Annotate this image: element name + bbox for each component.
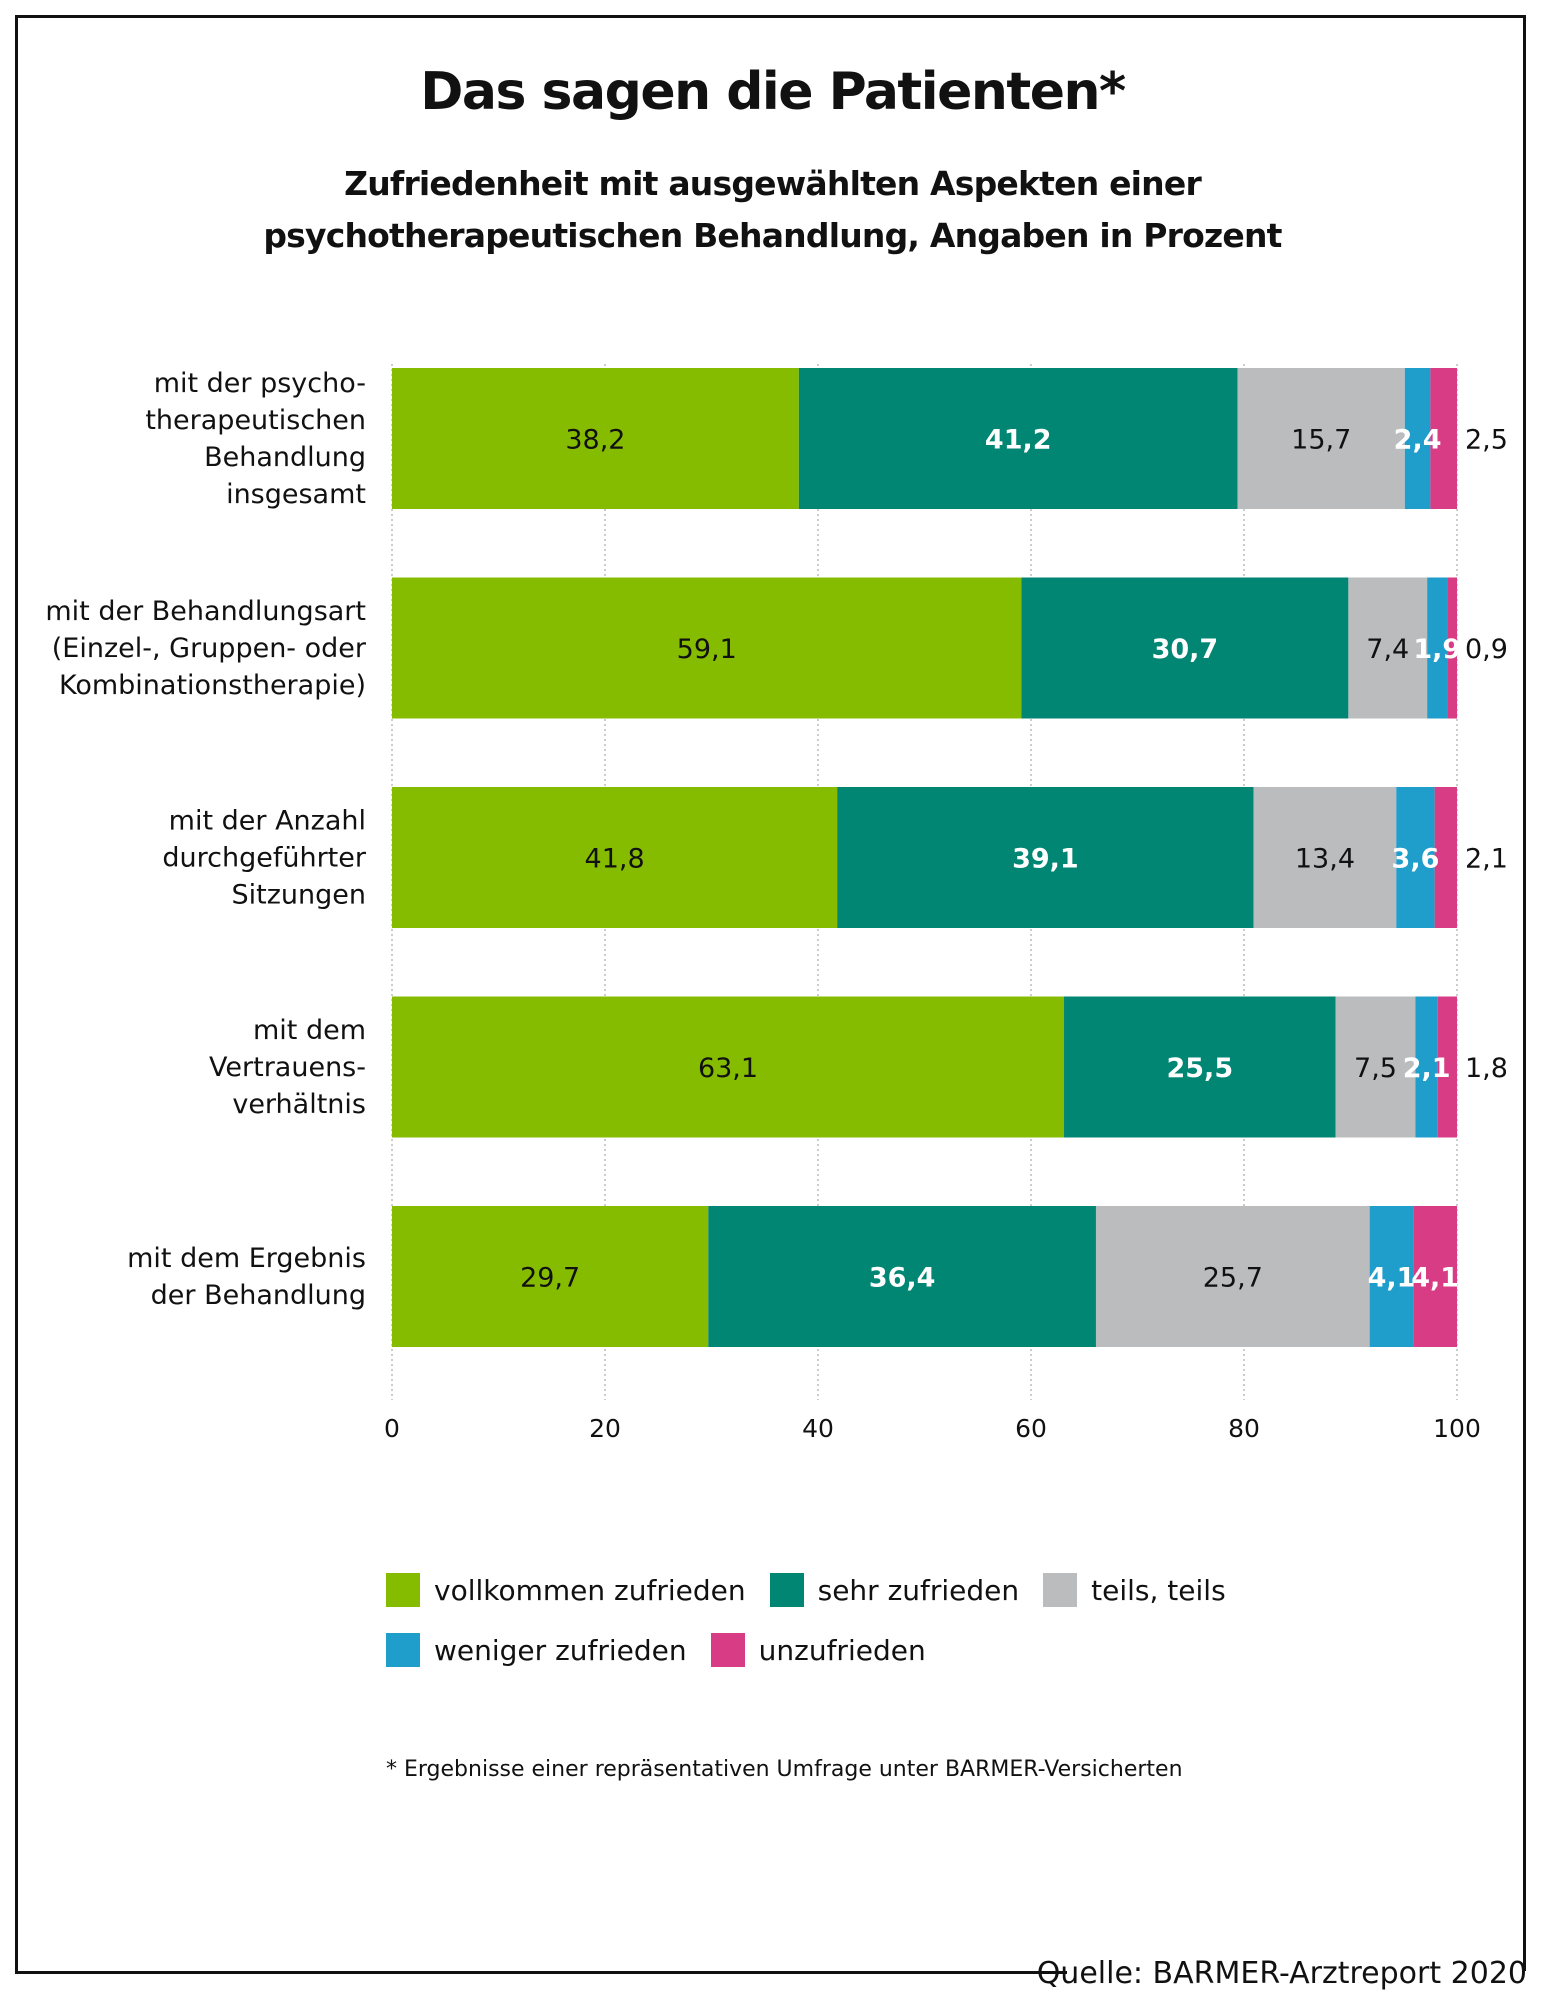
data-label: 4,1	[1368, 1263, 1416, 1294]
legend-item-teils-teils: teils, teils	[1043, 1573, 1226, 1607]
data-label: 13,4	[1295, 844, 1355, 875]
category-label: mit dem Vertrauens-verhältnis	[209, 1015, 366, 1120]
bar-segment	[1064, 996, 1336, 1138]
bar-segment	[1348, 577, 1428, 719]
data-label: 2,5	[1465, 425, 1508, 456]
data-label: 4,1	[1411, 1263, 1459, 1294]
data-label: 2,1	[1403, 1053, 1451, 1084]
bar-segment	[1437, 996, 1457, 1138]
data-label: 7,5	[1354, 1053, 1397, 1084]
data-label: 63,1	[698, 1053, 758, 1084]
data-label: 25,7	[1203, 1263, 1263, 1294]
legend-swatch	[386, 1573, 420, 1607]
data-label: 2,4	[1394, 425, 1442, 456]
data-label: 36,4	[869, 1263, 936, 1294]
bar-segment	[392, 368, 799, 509]
data-label: 25,5	[1166, 1053, 1233, 1084]
data-label: 7,4	[1366, 634, 1409, 665]
x-tick-label: 40	[802, 1414, 834, 1443]
legend-swatch	[386, 1633, 420, 1667]
bar-segment	[1415, 996, 1438, 1138]
data-label: 30,7	[1152, 634, 1219, 665]
category-label: mit der Behandlungsart (Einzel-, Gruppen-…	[45, 596, 367, 701]
data-label: 0,9	[1465, 634, 1508, 665]
bar-segment	[1095, 1206, 1370, 1347]
data-label: 1,9	[1413, 634, 1461, 665]
bar-segment	[1447, 577, 1457, 719]
stacked-bar-chart: mit der psycho-therapeutischen Behandlung…	[45, 364, 1508, 1443]
legend-label: teils, teils	[1091, 1573, 1226, 1607]
legend-swatch	[1043, 1573, 1078, 1607]
legend-label: vollkommen zufrieden	[434, 1573, 746, 1607]
bar-segment	[392, 787, 838, 928]
bar-segment	[392, 577, 1022, 719]
data-label: 38,2	[565, 425, 625, 456]
category-label: mit dem Ergebnis der Behandlung	[127, 1243, 366, 1311]
legend-label: weniger zufrieden	[434, 1633, 687, 1667]
bar-segment	[1237, 368, 1405, 509]
bottom-rule	[15, 1971, 1067, 1974]
legend-item-weniger-zufrieden: weniger zufrieden	[386, 1633, 687, 1667]
bar-segment	[1430, 368, 1457, 509]
bar-segment	[1021, 577, 1349, 719]
legend-item-vollkommen-zufrieden: vollkommen zufrieden	[386, 1573, 746, 1607]
bar-segment	[837, 787, 1254, 928]
bar-segment	[1413, 1206, 1457, 1347]
x-tick-label: 100	[1433, 1414, 1481, 1443]
chart-title: Das sagen die Patienten*	[420, 62, 1126, 122]
legend: vollkommen zufrieden sehr zufrieden teil…	[386, 1560, 1286, 1680]
x-tick-label: 20	[589, 1414, 621, 1443]
bar-segment	[1427, 577, 1448, 719]
bar-segment	[1434, 787, 1457, 928]
x-tick-label: 80	[1228, 1414, 1260, 1443]
data-label: 39,1	[1012, 844, 1079, 875]
legend-swatch	[769, 1573, 804, 1607]
footnote: * Ergebnisse einer repräsentativen Umfra…	[386, 1757, 1183, 1782]
bar-segment	[1253, 787, 1397, 928]
legend-swatch	[710, 1633, 745, 1667]
x-tick-label: 0	[384, 1414, 400, 1443]
data-label: 59,1	[677, 634, 737, 665]
data-label: 3,6	[1392, 844, 1440, 875]
category-label: mit der psycho-therapeutischen Behandlung…	[145, 368, 366, 510]
chart-frame	[15, 15, 1526, 1971]
legend-label: sehr zufrieden	[817, 1573, 1020, 1607]
bar-segment	[798, 368, 1238, 509]
data-label: 15,7	[1291, 425, 1351, 456]
legend-label: unzufrieden	[758, 1633, 926, 1667]
legend-item-unzufrieden: unzufrieden	[710, 1633, 926, 1667]
subtitle-line-2: psychotherapeutischen Behandlung, Angabe…	[263, 216, 1282, 255]
source-note: Quelle: BARMER-Arztreport 2020	[1036, 1956, 1527, 1991]
x-tick-label: 60	[1015, 1414, 1047, 1443]
bar-segment	[1335, 996, 1416, 1138]
bar-segment	[708, 1206, 1096, 1347]
data-label: 29,7	[520, 1263, 580, 1294]
data-label: 1,8	[1465, 1053, 1508, 1084]
bar-segment	[1369, 1206, 1414, 1347]
bar-segment	[392, 1206, 709, 1347]
data-label: 41,2	[985, 425, 1052, 456]
chart-subtitle: Zufriedenheit mit ausgewählten Aspekten …	[0, 158, 1545, 262]
category-label: mit der Anzahl durchgeführter Sitzungen	[162, 806, 366, 911]
bar-segment	[392, 996, 1065, 1138]
subtitle-line-1: Zufriedenheit mit ausgewählten Aspekten …	[344, 164, 1202, 203]
bar-segment	[1396, 787, 1435, 928]
data-label: 41,8	[585, 844, 645, 875]
data-label: 2,1	[1465, 844, 1508, 875]
bar-segment	[1404, 368, 1431, 509]
legend-item-sehr-zufrieden: sehr zufrieden	[769, 1573, 1020, 1607]
